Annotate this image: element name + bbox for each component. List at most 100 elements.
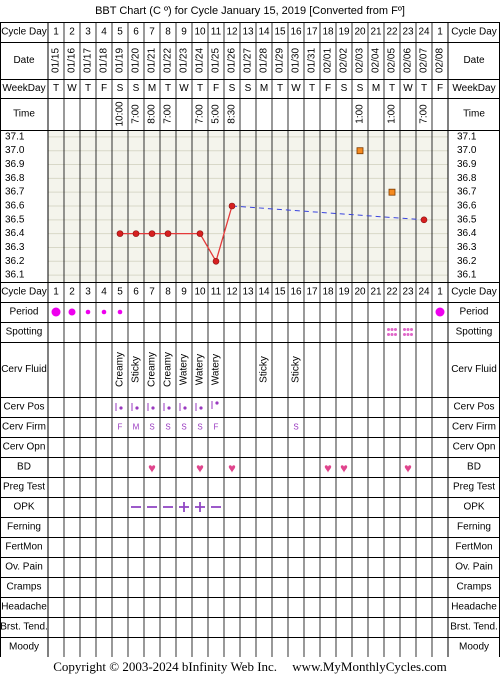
date-label: 02/03 [355,48,366,73]
cycle-day-label: 23 [402,27,414,38]
weekday-label: W [179,83,189,94]
cycle-day-label: 24 [418,287,430,298]
spotting-dot [403,333,406,336]
cycle-day-label: 20 [354,287,366,298]
time-label: 7:00 [131,104,142,124]
cycle-day-label: 1 [437,27,443,38]
cycle-day-label: 23 [402,287,414,298]
cycle-day-label: 5 [117,27,123,38]
cerv-fluid-value: Watery [211,354,222,385]
row-label-cerv_firm: Cerv Firm [2,422,46,433]
bd-heart-icon: ♥ [404,461,412,476]
cycle-day-label: 15 [274,27,286,38]
y-tick-label: 37.0 [457,145,477,156]
bd-heart-icon: ♥ [228,461,236,476]
cerv-pos-mark [151,406,155,410]
cycle-day-label: 6 [133,287,139,298]
cycle-day-label: 8 [165,27,171,38]
temperature-point [132,230,140,237]
cycle-day-label: 13 [242,287,254,298]
cycle-day-label: 21 [370,27,382,38]
weekday-label: T [421,83,427,94]
excluded-temperature-point [356,147,364,155]
row-label-cycle_day: Cycle Day [1,27,47,38]
date-label: 02/08 [435,48,446,73]
cerv-firm-value: M [133,423,140,432]
date-label: 01/26 [227,48,238,73]
footer: Copyright © 2003-2024 bInfinity Web Inc.… [0,657,500,677]
y-tick-label: 37.1 [457,131,477,142]
cerv-firm-value: S [181,423,186,432]
cerv-pos-mark [199,406,203,410]
row-label-cerv_fluid: Cerv Fluid [1,364,47,375]
weekday-label: T [85,83,91,94]
date-label: 01/28 [259,48,270,73]
y-tick-label: 37.0 [5,145,25,156]
y-tick-label: 36.8 [5,173,25,184]
temperature-point [116,230,124,237]
spotting-dot [410,333,413,336]
cerv-pos-mark [167,406,171,410]
cerv-fluid-value: Sticky [291,356,302,383]
cycle-day-label: 2 [69,27,75,38]
row-label-ferning: Ferning [7,522,41,533]
date-label: 01/16 [67,48,78,73]
spotting-dot [387,328,390,331]
cerv-pos-mark [119,406,123,410]
row-label-moody: Moody [459,642,489,653]
y-tick-label: 36.7 [5,187,25,198]
weekday-label: W [291,83,301,94]
y-tick-label: 36.3 [457,242,477,253]
row-label-cramps: Cramps [456,582,491,593]
weekday-label: S [117,83,124,94]
bd-heart-icon: ♥ [196,461,204,476]
cycle-day-label: 12 [226,287,238,298]
bd-heart-icon: ♥ [324,461,332,476]
temperature-point [164,230,172,237]
cycle-day-label: 17 [306,27,318,38]
cycle-day-label: 7 [149,27,155,38]
row-label-cycle_day: Cycle Day [1,287,47,298]
spotting-dot [406,328,410,331]
y-tick-label: 36.2 [457,256,477,267]
cycle-day-label: 5 [117,287,123,298]
row-label-period: Period [460,307,489,318]
spotting-dot [394,328,397,331]
cycle-day-label: 4 [101,27,107,38]
period-dot [51,307,61,317]
cycle-day-label: 11 [211,287,222,298]
date-label: 01/29 [275,48,286,73]
period-dot [101,309,107,315]
cycle-day-label: 10 [194,27,206,38]
cycle-day-label: 15 [274,287,286,298]
cycle-day-label: 14 [258,27,270,38]
cycle-day-label: 18 [322,287,334,298]
time-label: 1:00 [387,104,398,124]
cycle-day-label: 1 [437,287,443,298]
cerv-firm-value: S [293,423,298,432]
y-tick-label: 36.9 [5,159,25,170]
time-label: 1:00 [355,104,366,124]
row-label-opk: OPK [13,502,34,513]
weekday-label: T [389,83,395,94]
weekday-label: S [229,83,236,94]
spotting-dot [390,333,394,336]
cerv-fluid-value: Creamy [115,352,126,387]
period-dot [85,309,91,315]
row-label-period: Period [10,307,39,318]
spotting-dot [394,333,397,336]
weekday-label: F [213,83,219,94]
site-link[interactable]: www.MyMonthlyCycles.com [292,659,447,674]
row-label-preg_test: Preg Test [3,482,45,493]
cerv-firm-value: S [197,423,202,432]
period-dot [68,308,76,316]
cycle-day-label: 9 [181,27,187,38]
date-label: 02/06 [403,48,414,73]
time-label: 10:00 [115,101,126,126]
weekday-label: M [148,83,156,94]
row-label-spotting: Spotting [6,327,43,338]
cycle-day-label: 16 [290,27,302,38]
cycle-day-label: 7 [149,287,155,298]
cycle-day-label: 6 [133,27,139,38]
